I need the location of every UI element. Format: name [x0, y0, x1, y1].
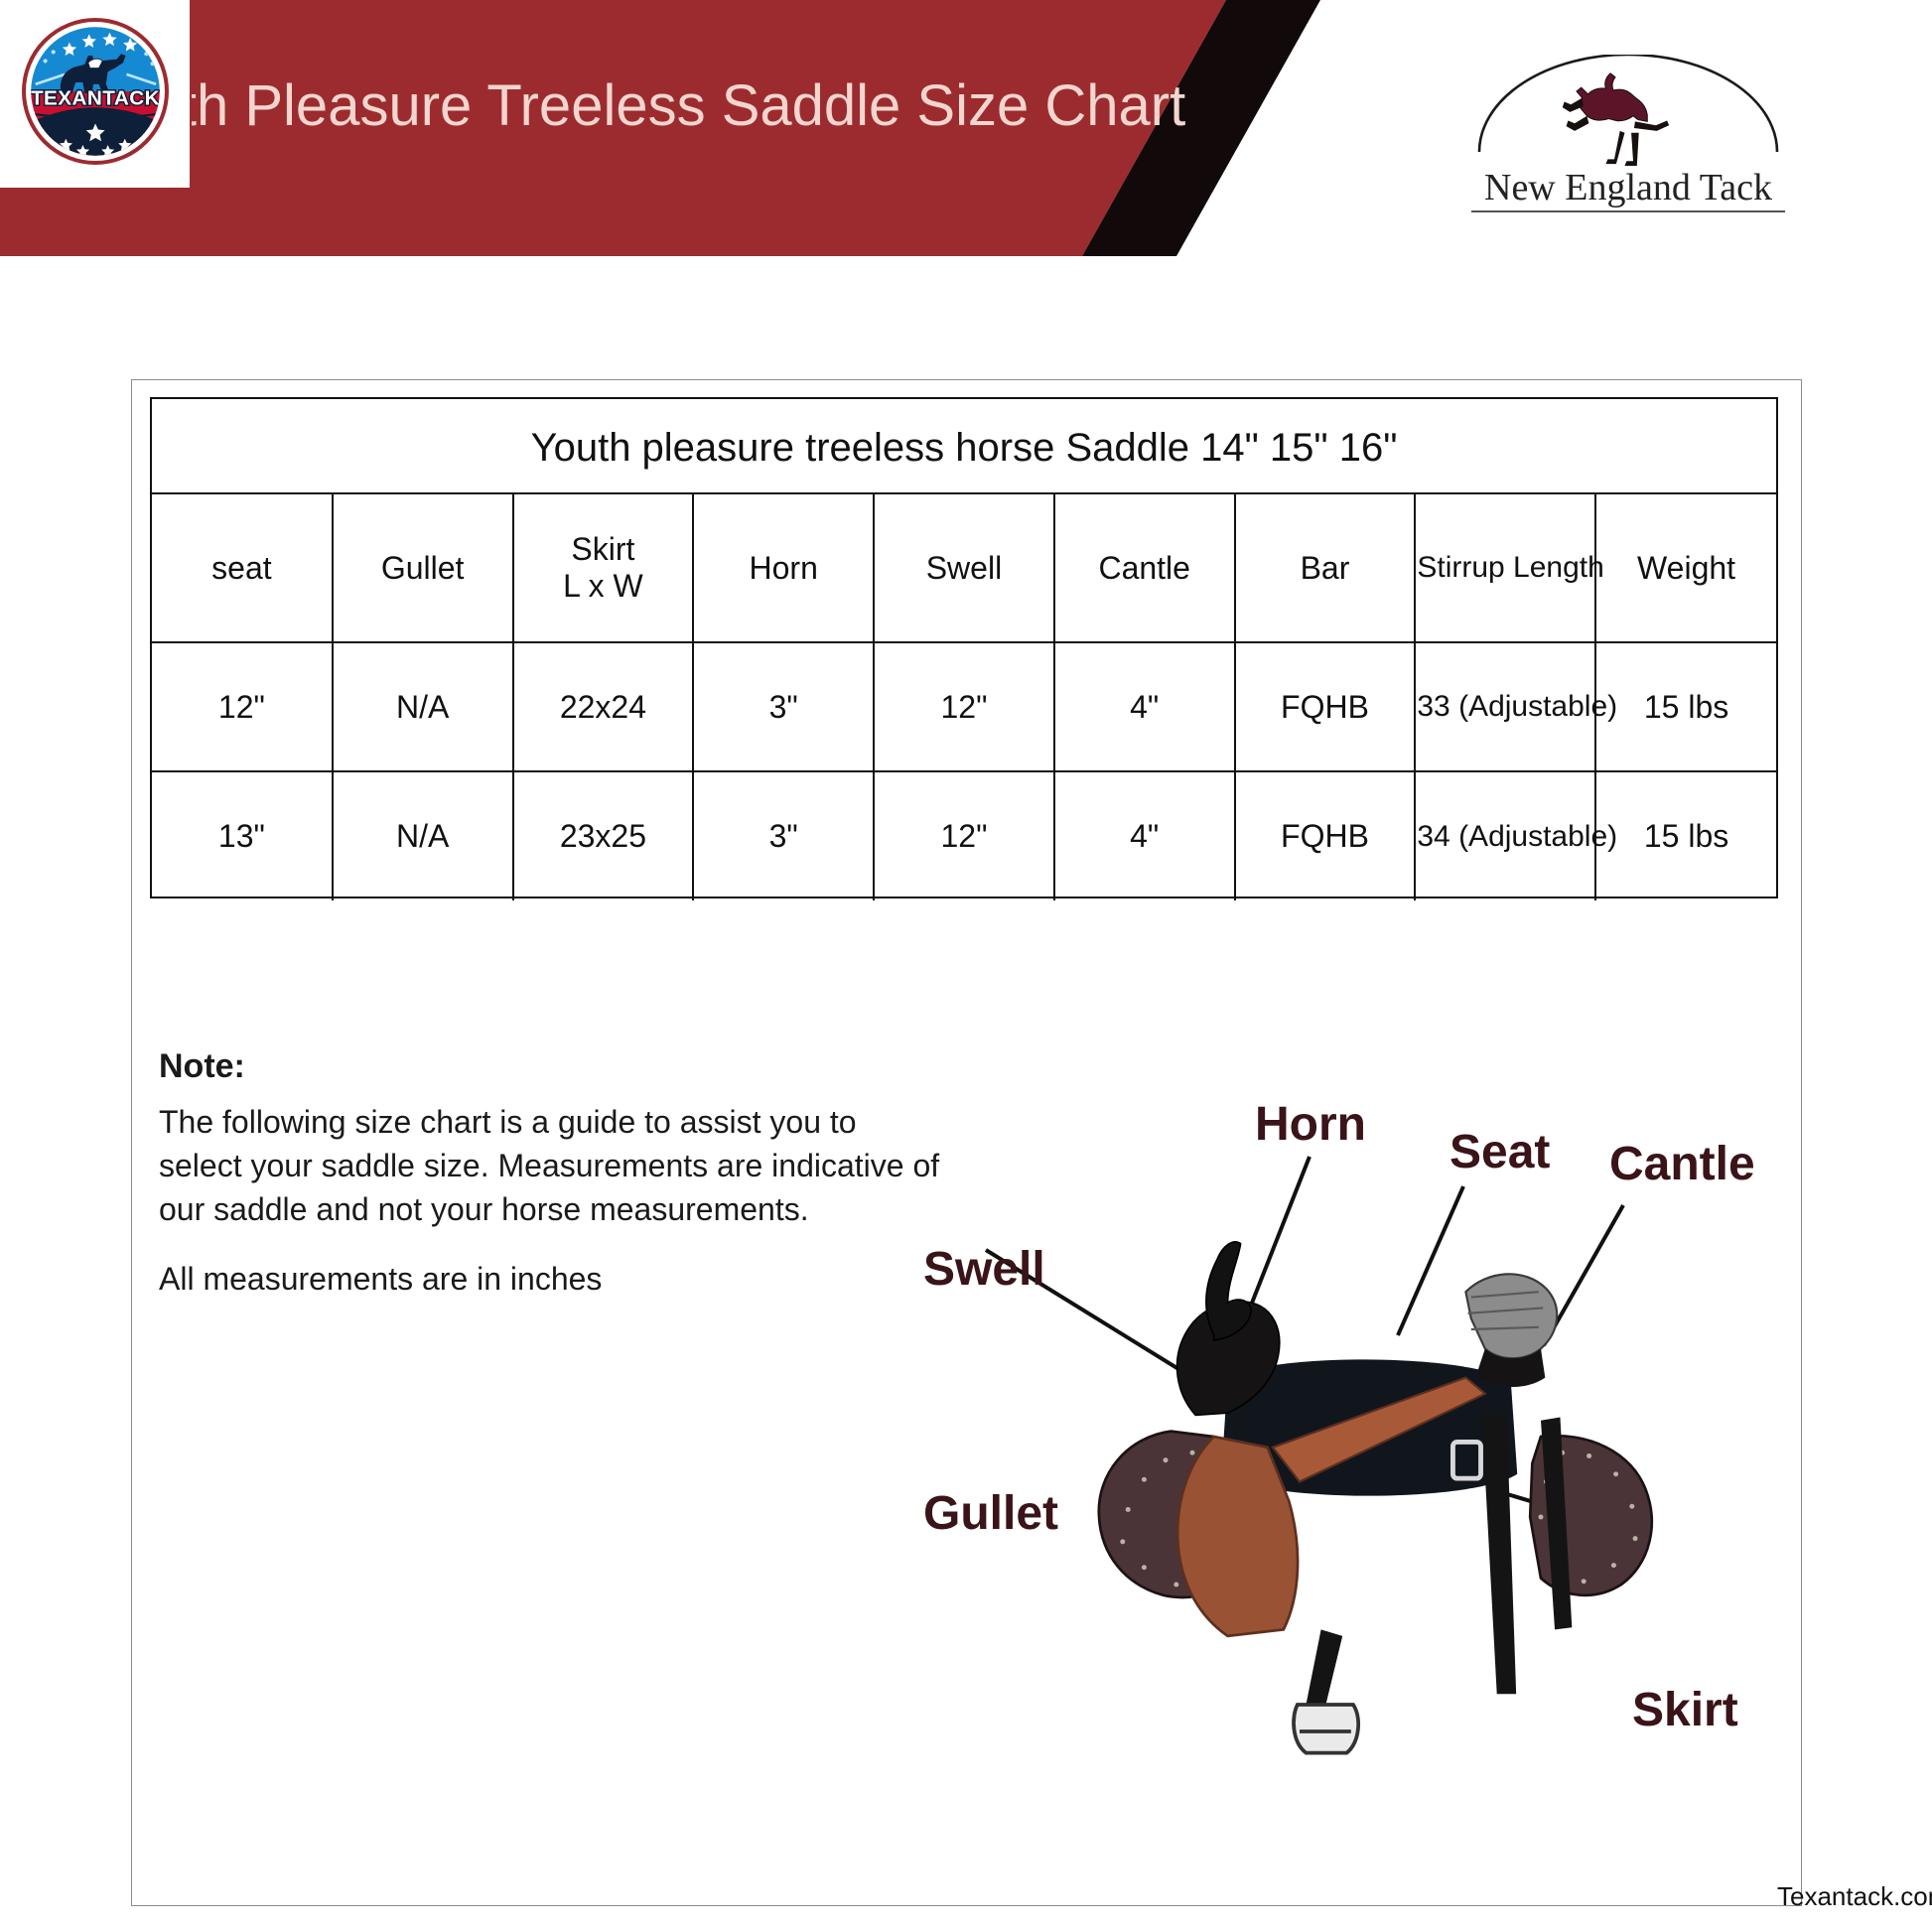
svg-text:Swell: Swell [923, 1243, 1045, 1296]
svg-text:Gullet: Gullet [923, 1487, 1058, 1540]
svg-text:Seat: Seat [1449, 1126, 1550, 1178]
svg-text:Cantle: Cantle [1609, 1138, 1755, 1190]
svg-text:TEXANTACK: TEXANTACK [31, 87, 160, 110]
svg-text:Skirt: Skirt [1632, 1684, 1738, 1736]
svg-text:Horn: Horn [1255, 1098, 1366, 1151]
svg-text:New England Tack: New England Tack [1484, 167, 1772, 208]
